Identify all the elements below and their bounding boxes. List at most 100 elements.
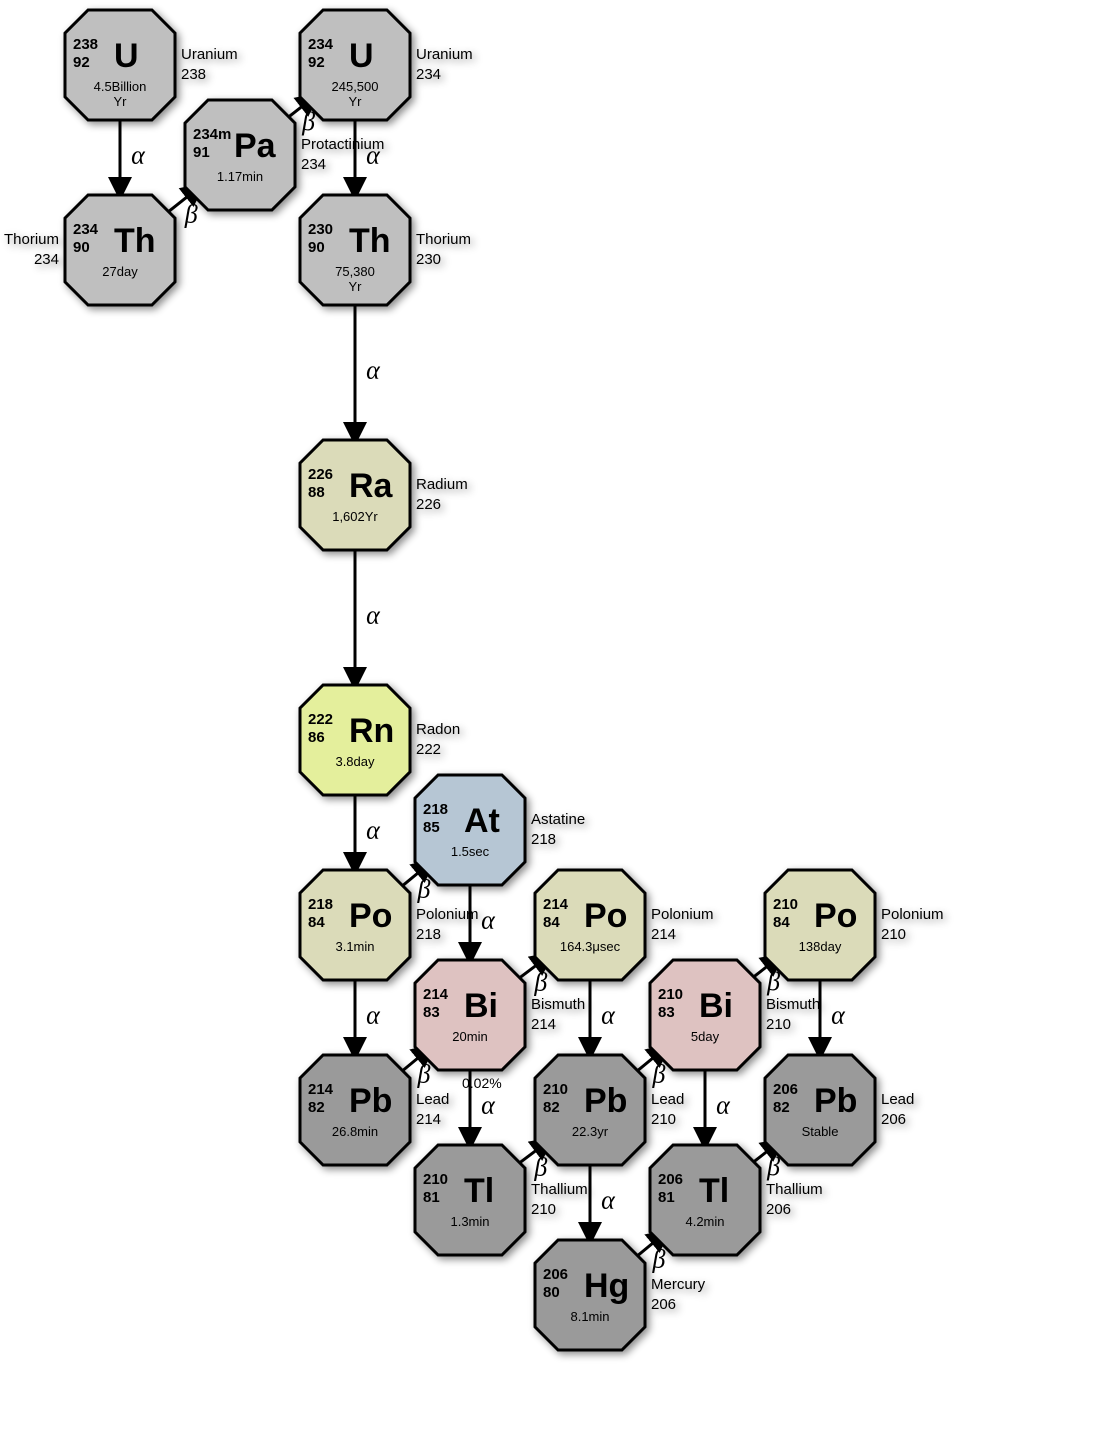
half-life: 4.2min (685, 1214, 724, 1229)
isotope-number: 206 (881, 1111, 906, 1128)
atomic-number: 81 (658, 1189, 675, 1206)
nuclide-th230: Th2309075,380YrThorium230 (300, 195, 471, 305)
nuclide-pb206: Pb20682StableLead206 (765, 1055, 914, 1165)
mass-number: 210 (423, 1171, 448, 1188)
atomic-number: 90 (308, 239, 325, 256)
symbol: Hg (584, 1267, 629, 1305)
mass-number: 206 (773, 1081, 798, 1098)
branch-percent: 0.02% (462, 1075, 502, 1091)
beta-label: β (533, 1152, 547, 1181)
atomic-number: 92 (73, 54, 90, 71)
half-life: 138day (799, 939, 842, 954)
half-life: 5day (691, 1029, 720, 1044)
alpha-label: α (366, 1001, 381, 1030)
isotope-number: 234 (301, 156, 326, 173)
alpha-label: α (716, 1091, 731, 1120)
beta-label: β (533, 967, 547, 996)
element-name: Bismuth (766, 996, 820, 1013)
element-name: Thallium (531, 1181, 588, 1198)
mass-number: 214 (423, 986, 449, 1003)
isotope-number: 210 (651, 1111, 676, 1128)
alpha-label: α (831, 1001, 846, 1030)
element-name: Lead (416, 1091, 449, 1108)
symbol: Po (349, 897, 392, 935)
symbol: Pb (814, 1082, 857, 1120)
atomic-number: 82 (543, 1099, 560, 1116)
atomic-number: 84 (543, 914, 560, 931)
mass-number: 214 (308, 1081, 334, 1098)
isotope-number: 206 (651, 1296, 676, 1313)
atomic-number: 83 (423, 1004, 440, 1021)
symbol: Th (349, 222, 391, 260)
symbol: U (114, 37, 139, 75)
atomic-number: 91 (193, 144, 210, 161)
beta-label: β (416, 1059, 430, 1088)
alpha-label: α (601, 1001, 616, 1030)
half-life: 1.3min (450, 1214, 489, 1229)
atomic-number: 88 (308, 484, 325, 501)
half-life: 8.1min (570, 1309, 609, 1324)
element-name: Polonium (416, 906, 479, 923)
element-name: Mercury (651, 1276, 706, 1293)
mass-number: 210 (658, 986, 683, 1003)
mass-number: 210 (773, 896, 798, 913)
isotope-number: 238 (181, 66, 206, 83)
beta-label: β (416, 874, 430, 903)
isotope-number: 210 (766, 1016, 791, 1033)
atomic-number: 82 (308, 1099, 325, 1116)
half-life: 1,602Yr (332, 509, 378, 524)
symbol: Th (114, 222, 156, 260)
atomic-number: 85 (423, 819, 440, 836)
symbol: Tl (699, 1172, 729, 1210)
half-life: Yr (349, 279, 363, 294)
symbol: Rn (349, 712, 394, 750)
alpha-label: α (131, 141, 146, 170)
isotope-number: 214 (651, 926, 676, 943)
atomic-number: 80 (543, 1284, 560, 1301)
symbol: U (349, 37, 374, 75)
mass-number: 218 (308, 896, 333, 913)
element-name: Radium (416, 476, 468, 493)
isotope-number: 218 (531, 831, 556, 848)
symbol: At (464, 802, 500, 840)
half-life: Yr (349, 94, 363, 109)
mass-number: 238 (73, 36, 98, 53)
mass-number: 234m (193, 126, 231, 143)
symbol: Ra (349, 467, 394, 505)
mass-number: 230 (308, 221, 333, 238)
atomic-number: 82 (773, 1099, 790, 1116)
atomic-number: 90 (73, 239, 90, 256)
nuclide-th234: Th2349027dayThorium234 (4, 195, 175, 305)
symbol: Tl (464, 1172, 494, 1210)
half-life: 1.5sec (451, 844, 490, 859)
element-name: Astatine (531, 811, 585, 828)
alpha-label: α (366, 356, 381, 385)
isotope-number: 230 (416, 251, 441, 268)
element-name: Thallium (766, 1181, 823, 1198)
half-life: 4.5Billion (94, 79, 147, 94)
atomic-number: 83 (658, 1004, 675, 1021)
atomic-number: 92 (308, 54, 325, 71)
beta-label: β (651, 1059, 665, 1088)
element-name: Polonium (651, 906, 714, 923)
atomic-number: 81 (423, 1189, 440, 1206)
isotope-number: 234 (416, 66, 441, 83)
element-name: Uranium (416, 46, 473, 63)
isotope-number: 226 (416, 496, 441, 513)
half-life: 3.8day (335, 754, 375, 769)
isotope-number: 206 (766, 1201, 791, 1218)
element-name: Radon (416, 721, 460, 738)
atomic-number: 84 (773, 914, 790, 931)
beta-label: β (184, 200, 198, 229)
alpha-label: α (481, 1091, 496, 1120)
mass-number: 206 (658, 1171, 683, 1188)
element-name: Thorium (4, 231, 59, 248)
half-life: 20min (452, 1029, 487, 1044)
half-life: 27day (102, 264, 138, 279)
alpha-label: α (366, 816, 381, 845)
alpha-label: α (481, 906, 496, 935)
mass-number: 226 (308, 466, 333, 483)
atomic-number: 84 (308, 914, 325, 931)
half-life: 1.17min (217, 169, 263, 184)
decay-chain-diagram: αβ−β−ααααβ−ααβ−β−α0.02%αβ−β−αβ−ααβ−β− U2… (0, 0, 1100, 1440)
